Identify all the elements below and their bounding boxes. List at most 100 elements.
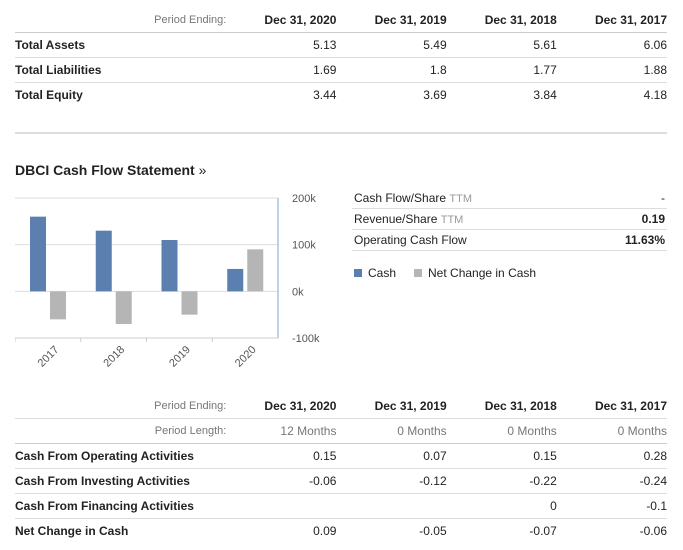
cell-value: 6.06 — [556, 32, 667, 58]
cell-value: 0.07 — [336, 443, 447, 469]
row-label: Cash From Financing Activities — [15, 493, 227, 519]
period-header: Dec 31, 2017 — [594, 13, 667, 27]
period-header: Dec 31, 2018 — [484, 399, 557, 413]
row-label: Total Liabilities — [15, 57, 227, 83]
cell-value: 5.61 — [446, 32, 557, 58]
period-header: Dec 31, 2019 — [374, 399, 447, 413]
period-length: 0 Months — [556, 418, 667, 444]
y-tick-label: 0k — [292, 286, 304, 298]
legend-item-net-change: Net Change in Cash — [414, 266, 536, 280]
row-label: Cash From Investing Activities — [15, 468, 227, 494]
x-tick-label: 2019 — [167, 344, 193, 370]
period-ending-label: Period Ending: — [154, 14, 227, 26]
cash-flow-chart: 200k 100k 0k -100k 2017 2018 2019 2020 — [15, 193, 320, 370]
cell-value: -0.06 — [226, 468, 337, 494]
chevron-right-icon: » — [198, 162, 207, 178]
legend-swatch — [414, 269, 423, 277]
balance-header-row: Period Ending: Dec 31, 2020 Dec 31, 2019… — [15, 8, 667, 33]
y-tick-label: -100k — [292, 333, 320, 345]
bar-cash — [30, 216, 46, 292]
cell-value: -0.12 — [336, 468, 447, 494]
period-ending-label: Period Ending: — [154, 400, 227, 412]
row-label: Total Assets — [15, 32, 227, 58]
bar-cash — [95, 230, 112, 292]
cell-value: -0.24 — [556, 468, 667, 494]
cell-value: 1.69 — [226, 57, 337, 83]
x-tick-label: 2018 — [101, 344, 127, 370]
metric-row: Operating Cash Flow 11.63% — [352, 229, 667, 251]
cash-flow-table: Period Ending: Dec 31, 2020 Dec 31, 2019… — [15, 394, 667, 543]
cell-value — [336, 493, 447, 519]
table-row: Total Equity 3.44 3.69 3.84 4.18 — [15, 82, 667, 107]
cell-value — [226, 493, 337, 519]
cell-value: 1.88 — [556, 57, 667, 83]
ttm-tag: TTM — [449, 193, 472, 205]
cf-header-row: Period Ending: Dec 31, 2020 Dec 31, 2019… — [15, 394, 667, 419]
cash-flow-title-link[interactable]: DBCI Cash Flow Statement » — [15, 162, 206, 178]
cell-value: 3.84 — [446, 82, 557, 107]
legend-swatch — [354, 269, 362, 277]
section-title-text: DBCI Cash Flow Statement — [15, 162, 195, 178]
cell-value: 0.09 — [226, 518, 337, 543]
x-tick-label: 2017 — [36, 344, 62, 370]
period-length: 0 Months — [336, 418, 447, 444]
cash-flow-metrics: Cash Flow/Share TTM - Revenue/Share TTM … — [352, 188, 667, 251]
row-label: Total Equity — [15, 82, 227, 107]
metric-name: Cash Flow/Share — [354, 191, 447, 205]
row-label: Net Change in Cash — [15, 518, 227, 543]
y-tick-label: 100k — [292, 240, 316, 252]
metric-name: Operating Cash Flow — [354, 233, 467, 247]
legend-label: Net Change in Cash — [428, 266, 537, 280]
row-label: Cash From Operating Activities — [15, 443, 227, 469]
cell-value: 5.13 — [226, 32, 337, 58]
cell-value: 4.18 — [556, 82, 667, 107]
period-header: Dec 31, 2018 — [484, 13, 557, 27]
cell-value: 5.49 — [336, 32, 447, 58]
table-row: Total Assets 5.13 5.49 5.61 6.06 — [15, 32, 667, 58]
bar-net-change-in-cash — [247, 249, 264, 292]
ttm-tag: TTM — [440, 214, 464, 226]
cell-value: 0 — [446, 493, 557, 519]
metric-label: Operating Cash Flow — [352, 229, 584, 251]
bar-net-change-in-cash — [115, 291, 132, 324]
metric-label: Cash Flow/Share TTM — [352, 188, 584, 209]
cell-value: -0.1 — [556, 493, 667, 519]
table-row: Cash From Investing Activities -0.06 -0.… — [15, 468, 667, 494]
cell-value: -0.06 — [556, 518, 667, 543]
cell-value: -0.05 — [336, 518, 447, 543]
metric-value: 0.19 — [583, 208, 667, 230]
cell-value: 1.8 — [336, 57, 447, 83]
cell-value: 0.15 — [446, 443, 557, 469]
cell-value: -0.22 — [446, 468, 557, 494]
period-length-label: Period Length: — [15, 418, 227, 444]
chart-legend: Cash Net Change in Cash — [354, 266, 554, 280]
table-row: Net Change in Cash 0.09 -0.05 -0.07 -0.0… — [15, 518, 667, 543]
section-divider — [15, 132, 667, 134]
cell-value: 3.69 — [336, 82, 447, 107]
bar-cash — [227, 268, 244, 292]
metric-value: - — [583, 188, 667, 209]
period-length: 0 Months — [446, 418, 557, 444]
period-header: Dec 31, 2020 — [264, 13, 337, 27]
period-header: Dec 31, 2017 — [594, 399, 667, 413]
cell-value: 0.28 — [556, 443, 667, 469]
legend-item-cash: Cash — [354, 266, 396, 280]
cell-value: 1.77 — [446, 57, 557, 83]
cell-value: 3.44 — [226, 82, 337, 107]
cell-value: 0.15 — [226, 443, 337, 469]
x-tick-label: 2020 — [233, 344, 259, 370]
cf-length-row: Period Length: 12 Months 0 Months 0 Mont… — [15, 418, 667, 444]
metric-row: Cash Flow/Share TTM - — [352, 188, 667, 209]
table-row: Cash From Operating Activities 0.15 0.07… — [15, 443, 667, 469]
period-header: Dec 31, 2019 — [374, 13, 447, 27]
balance-sheet-table: Period Ending: Dec 31, 2020 Dec 31, 2019… — [15, 8, 667, 107]
table-row: Total Liabilities 1.69 1.8 1.77 1.88 — [15, 57, 667, 83]
bar-net-change-in-cash — [50, 291, 66, 320]
y-tick-label: 200k — [292, 193, 316, 205]
legend-label: Cash — [368, 266, 397, 280]
metric-name: Revenue/Share — [354, 212, 438, 226]
metric-row: Revenue/Share TTM 0.19 — [352, 208, 667, 230]
bar-net-change-in-cash — [181, 291, 198, 315]
period-length: 12 Months — [226, 418, 337, 444]
cell-value: -0.07 — [446, 518, 557, 543]
